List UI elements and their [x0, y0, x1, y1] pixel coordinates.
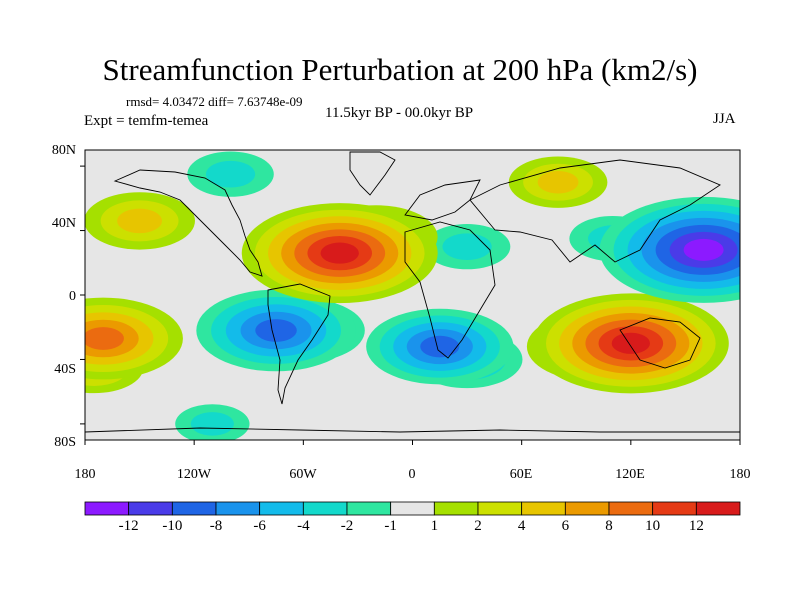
lon-tick-120e: 120E — [615, 467, 645, 482]
colorbar-swatch — [215, 501, 261, 516]
colorbar-swatch — [259, 501, 304, 516]
lat-tick-80n: 80N — [51, 143, 76, 158]
colorbar-swatch — [521, 501, 566, 516]
coast-asia — [469, 159, 721, 263]
period-label: 11.5kyr BP - 00.0kyr BP — [325, 105, 474, 121]
lat-tick-0: 0 — [69, 289, 76, 304]
colorbar-swatch — [477, 501, 523, 516]
anomaly-level — [320, 242, 359, 264]
colorbar-label: 4 — [517, 518, 526, 534]
anomaly-level — [190, 412, 234, 436]
colorbar-label: 1 — [430, 518, 439, 534]
coast-africa — [404, 221, 496, 359]
season-label: JJA — [713, 111, 736, 127]
colorbar-label: -2 — [340, 518, 354, 534]
colorbar-label: -8 — [209, 518, 223, 534]
lat-tick-40s: 40S — [54, 362, 76, 377]
lon-tick-0: 0 — [408, 467, 416, 482]
colorbar-swatch — [390, 501, 435, 516]
colorbar-swatch — [128, 501, 173, 516]
contour-field — [85, 151, 740, 440]
chart-title: Streamfunction Perturbation at 200 hPa (… — [102, 52, 698, 87]
colorbar-label: -1 — [384, 518, 397, 534]
anomaly-level — [442, 233, 492, 260]
lon-tick-180w: 180 — [74, 467, 96, 482]
axis-ticks — [80, 165, 741, 445]
anomaly-level — [205, 160, 256, 188]
coastlines — [85, 151, 740, 433]
colorbar-label: -6 — [253, 518, 266, 534]
coast-greenland — [349, 151, 396, 196]
anomaly-level — [537, 171, 579, 194]
anomaly-level — [255, 319, 297, 342]
colorbar-label: 6 — [561, 518, 570, 534]
colorbar-swatch — [608, 501, 654, 516]
colorbar-swatch — [433, 501, 479, 516]
colorbar-swatch — [302, 501, 348, 516]
lat-tick-40n: 40N — [51, 216, 76, 231]
coast-europe — [404, 179, 481, 221]
coast-north-america — [113, 169, 263, 277]
lat-tick-80s: 80S — [54, 435, 76, 450]
colorbar-swatch — [84, 501, 130, 516]
lon-tick-180e: 180 — [729, 467, 751, 482]
coast-south-america — [267, 283, 331, 405]
colorbar-label: 12 — [688, 518, 704, 534]
anomaly-level — [85, 327, 124, 350]
anomaly-level — [611, 332, 650, 354]
colorbar-swatch — [652, 501, 697, 516]
lon-tick-60w: 60W — [289, 467, 317, 482]
colorbar-label: 10 — [645, 518, 661, 534]
lon-tick-120w: 120W — [176, 467, 212, 482]
coast-australia — [619, 317, 701, 369]
anomaly-level — [420, 335, 460, 358]
colorbar-swatch — [564, 501, 610, 516]
experiment-label: Expt = temfm-temea — [84, 113, 209, 129]
stats-label: rmsd= 4.03472 diff= 7.63748e-09 — [126, 94, 303, 109]
colorbar-label: -10 — [162, 518, 183, 534]
coast-antarctica — [85, 427, 740, 433]
colorbar — [84, 501, 741, 516]
colorbar-label: 8 — [605, 518, 613, 534]
colorbar-swatch — [695, 501, 741, 516]
colorbar-swatch — [171, 501, 217, 516]
colorbar-label: -12 — [118, 518, 139, 534]
colorbar-label: -4 — [297, 518, 310, 534]
anomaly-level — [683, 238, 724, 261]
colorbar-label: 2 — [474, 518, 482, 534]
lon-tick-60e: 60E — [509, 467, 533, 482]
anomaly-level — [117, 208, 163, 234]
colorbar-swatch — [346, 501, 392, 516]
